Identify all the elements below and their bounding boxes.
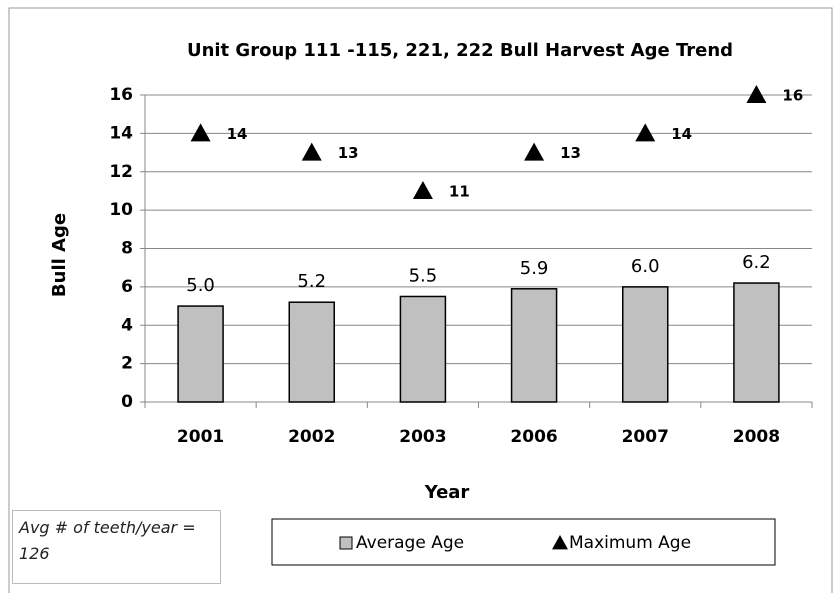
bar [177,305,224,403]
y-tick-label: 6 [121,277,133,297]
y-tick-label: 14 [109,123,133,143]
data-label: 14 [227,125,248,143]
data-label: 14 [671,125,692,143]
data-label: 5.5 [409,265,438,286]
x-axis-label: Year [424,482,470,503]
chart-title: Unit Group 111 -115, 221, 222 Bull Harve… [187,40,733,61]
data-label: 6.0 [631,256,660,277]
data-label: 5.0 [186,275,215,296]
y-tick-label: 4 [121,315,133,335]
annotation: Avg # of teeth/year = 126 [12,510,221,584]
x-tick-label: 2002 [288,427,335,447]
y-axis-label: Bull Age [49,213,70,297]
x-tick-label: 2006 [510,427,557,447]
data-label: 5.2 [297,271,326,292]
y-tick-label: 8 [121,239,133,259]
data-label: 13 [338,144,359,162]
y-tick-label: 12 [109,162,133,182]
y-tick-label: 2 [121,354,133,374]
x-tick-label: 2003 [399,427,446,447]
x-tick-label: 2007 [622,427,669,447]
y-tick-label: 10 [109,200,133,220]
marker [190,123,211,142]
legend-swatch [552,535,568,550]
bar [399,295,447,403]
marker [635,123,656,142]
x-tick-label: 2001 [177,427,224,447]
y-tick-label: 0 [121,392,133,412]
legend-label: Maximum Age [569,533,691,553]
data-label: 5.9 [520,258,549,279]
chart-border [8,7,833,593]
x-tick-label: 2008 [733,427,780,447]
legend-swatch [339,536,353,550]
marker [301,142,322,161]
legend-box [271,518,776,566]
data-label: 6.2 [742,252,771,273]
legend-label: Average Age [356,533,464,553]
marker [412,180,433,199]
y-tick-label: 16 [109,85,133,105]
bar [288,301,335,403]
bar [622,286,669,403]
marker [746,85,767,103]
data-label: 13 [560,144,581,162]
marker [524,142,545,161]
data-label: 16 [782,87,803,105]
data-label: 11 [449,182,470,200]
bar [733,282,780,403]
bar [510,288,558,403]
